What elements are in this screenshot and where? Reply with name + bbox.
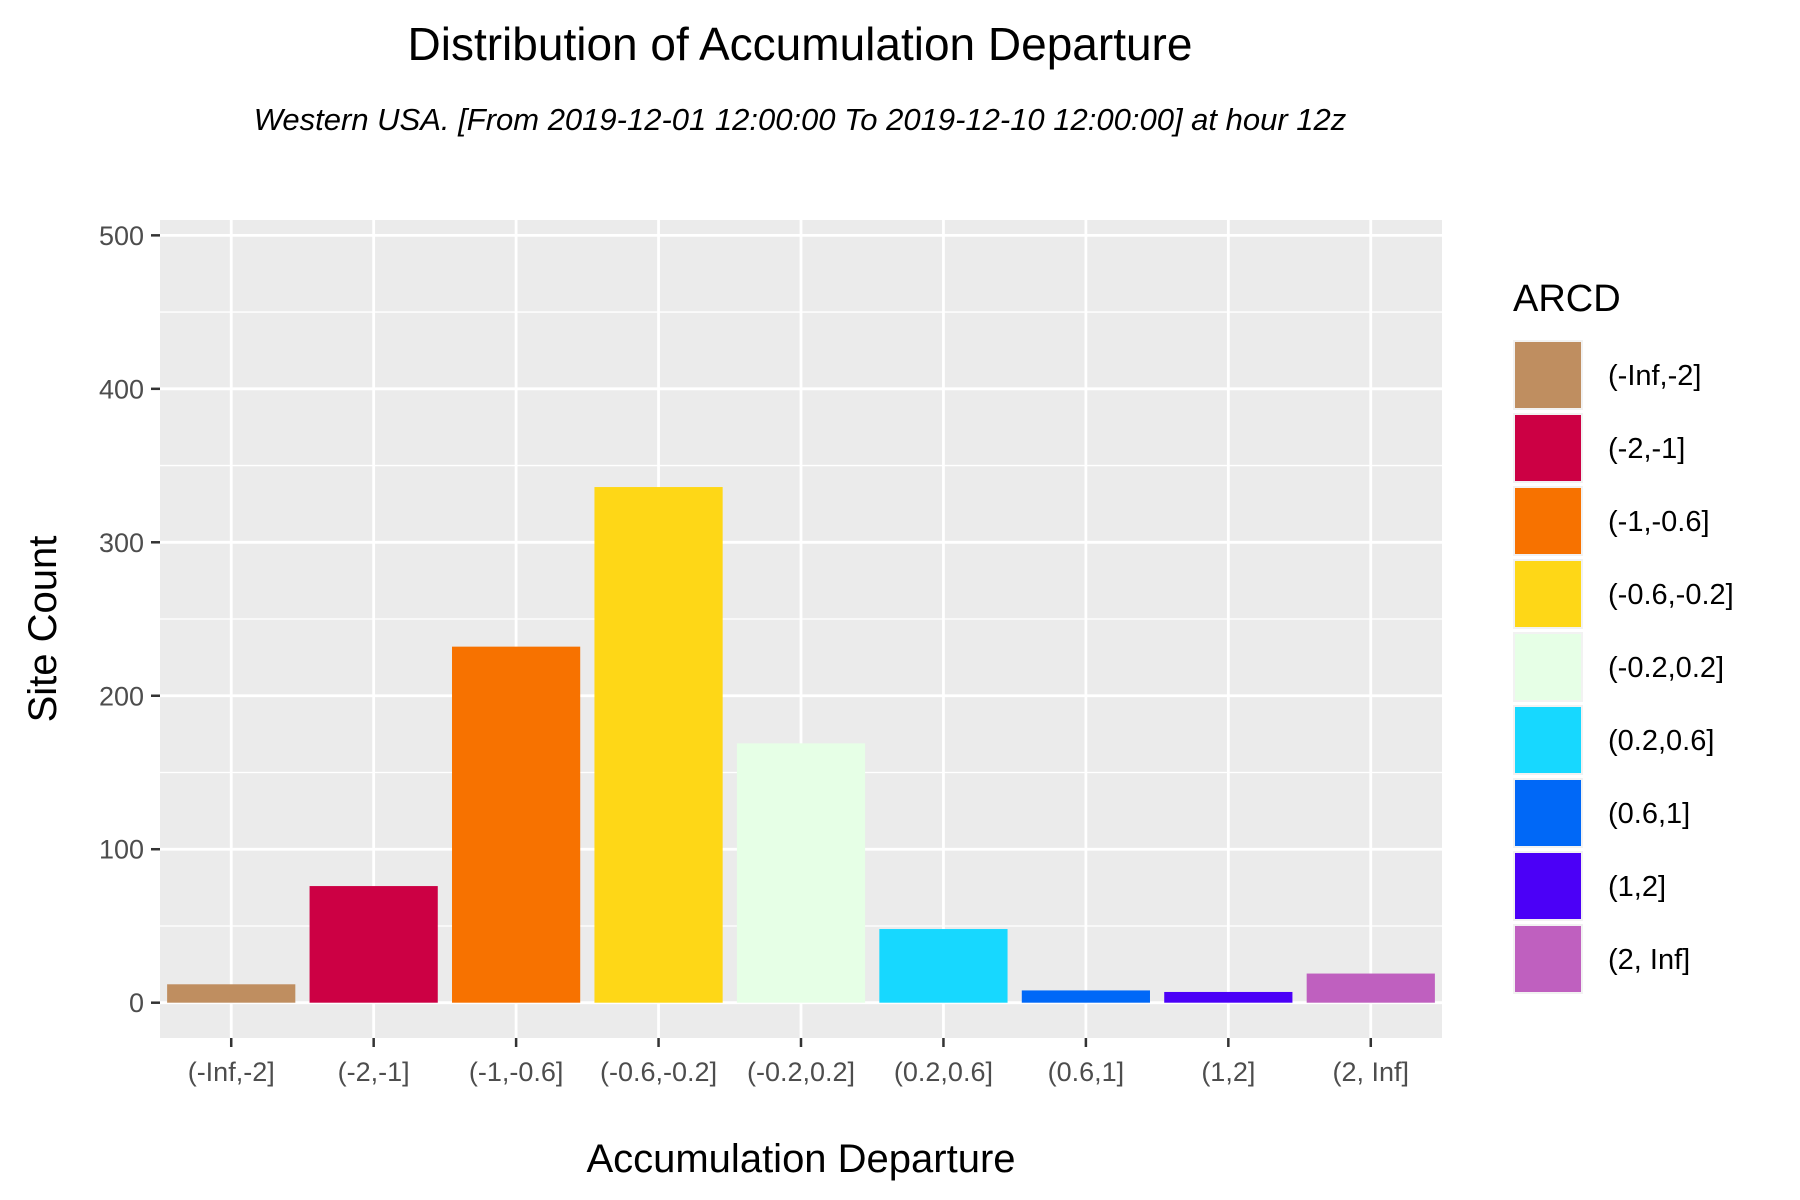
x-tick-label: (2, Inf] — [1333, 1057, 1410, 1087]
legend-swatch — [1515, 853, 1581, 919]
bar — [1021, 990, 1150, 1003]
legend-swatch — [1515, 488, 1581, 554]
legend-swatch — [1515, 780, 1581, 846]
legend-swatch — [1515, 561, 1581, 627]
y-tick-label: 100 — [99, 835, 144, 865]
x-tick-label: (-1,-0.6] — [469, 1057, 564, 1087]
bars — [167, 487, 1435, 1003]
legend-label: (0.2,0.6] — [1608, 725, 1714, 757]
bar — [1306, 973, 1435, 1003]
legend-label: (-2,-1] — [1608, 433, 1685, 465]
legend-label: (-1,-0.6] — [1608, 506, 1710, 538]
legend-swatch — [1515, 707, 1581, 773]
x-tick-label: (-2,-1] — [338, 1057, 410, 1087]
bar — [879, 929, 1008, 1003]
bar — [594, 487, 723, 1003]
bar — [309, 886, 438, 1003]
legend-swatch — [1515, 415, 1581, 481]
legend-swatch — [1515, 634, 1581, 700]
x-tick-label: (-0.6,-0.2] — [600, 1057, 717, 1087]
legend-label: (-Inf,-2] — [1608, 360, 1701, 392]
legend-title: ARCD — [1513, 278, 1621, 320]
chart-subtitle: Western USA. [From 2019-12-01 12:00:00 T… — [254, 102, 1347, 137]
y-axis: 0 100 200 300 400 500 — [99, 221, 160, 1018]
y-tick-label: 500 — [99, 221, 144, 251]
y-tick-label: 300 — [99, 528, 144, 558]
bar — [452, 646, 581, 1003]
y-axis-title: Site Count — [21, 536, 65, 723]
legend-label: (1,2] — [1608, 871, 1666, 903]
x-tick-label: (-0.2,0.2] — [747, 1057, 855, 1087]
y-tick-label: 400 — [99, 374, 144, 404]
x-axis: (-Inf,-2] (-2,-1] (-1,-0.6] (-0.6,-0.2] (-0.… — [188, 1038, 1409, 1087]
y-tick-label: 0 — [129, 988, 144, 1018]
x-tick-label: (1,2] — [1201, 1057, 1255, 1087]
legend-label: (0.6,1] — [1608, 798, 1690, 830]
legend-items: (-Inf,-2] (-2,-1] (-1,-0.6] (-0.6,-0.2] (-0.… — [1513, 340, 1734, 994]
chart-title: Distribution of Accumulation Departure — [408, 18, 1193, 70]
bar — [167, 984, 296, 1003]
legend-label: (-0.6,-0.2] — [1608, 579, 1734, 611]
legend-swatch — [1515, 926, 1581, 992]
legend-swatch — [1515, 342, 1581, 408]
x-tick-label: (-Inf,-2] — [188, 1057, 275, 1087]
legend-label: (2, Inf] — [1608, 944, 1690, 976]
legend: ARCD (-Inf,-2] (-2,-1] (-1,-0.6] (-0.6,-0.2… — [1513, 278, 1734, 994]
x-tick-label: (0.6,1] — [1048, 1057, 1125, 1087]
legend-label: (-0.2,0.2] — [1608, 652, 1724, 684]
x-axis-title: Accumulation Departure — [586, 1137, 1015, 1181]
bar — [736, 743, 866, 1003]
x-tick-label: (0.2,0.6] — [894, 1057, 993, 1087]
y-tick-label: 200 — [99, 681, 144, 711]
bar — [1164, 991, 1293, 1003]
